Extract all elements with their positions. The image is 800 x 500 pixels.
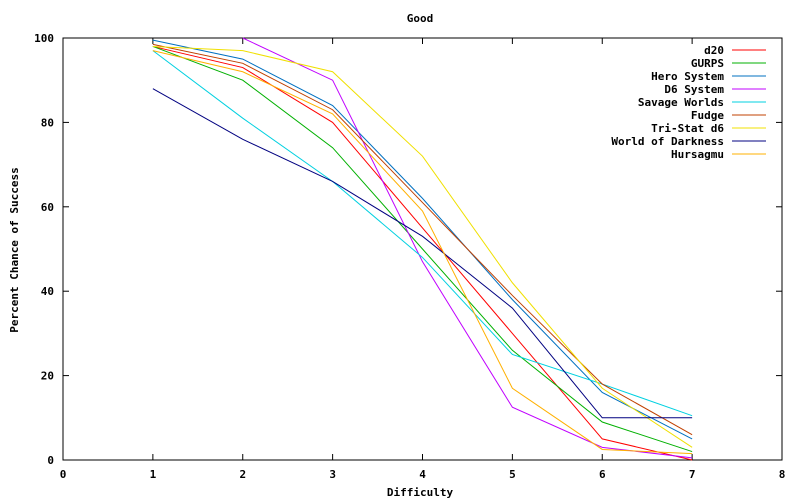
series-line-tri-stat-d6 bbox=[152, 45, 693, 448]
series-line-hursagmu bbox=[152, 50, 693, 455]
legend-label-hero-system: Hero System bbox=[651, 70, 724, 83]
chart-title: Good bbox=[407, 12, 434, 25]
series-line-d20 bbox=[152, 45, 693, 461]
x-tick-label: 3 bbox=[329, 468, 336, 481]
legend-label-gurps: GURPS bbox=[691, 57, 724, 70]
series-line-d6-system bbox=[242, 37, 693, 459]
series-lines bbox=[152, 37, 693, 461]
x-tick-label: 5 bbox=[509, 468, 516, 481]
series-line-world-of-darkness bbox=[152, 88, 693, 419]
x-tick-label: 8 bbox=[779, 468, 786, 481]
series-line-hero-system bbox=[152, 39, 693, 440]
series-line-gurps bbox=[152, 45, 693, 453]
y-tick-label: 100 bbox=[34, 32, 54, 45]
legend-label-d6-system: D6 System bbox=[664, 83, 724, 96]
legend-label-savage-worlds: Savage Worlds bbox=[638, 96, 724, 109]
x-axis-title: Difficulty bbox=[387, 486, 454, 499]
y-axis-title: Percent Chance of Success bbox=[8, 167, 21, 333]
y-tick-label: 20 bbox=[41, 370, 54, 383]
legend-label-world-of-darkness: World of Darkness bbox=[611, 135, 724, 148]
series-line-savage-worlds bbox=[152, 50, 693, 417]
x-tick-label: 1 bbox=[150, 468, 157, 481]
x-tick-label: 2 bbox=[239, 468, 246, 481]
legend-label-d20: d20 bbox=[704, 44, 724, 57]
y-tick-label: 0 bbox=[47, 454, 54, 467]
legend-label-hursagmu: Hursagmu bbox=[671, 148, 724, 161]
legend-label-fudge: Fudge bbox=[691, 109, 724, 122]
x-tick-label: 0 bbox=[60, 468, 67, 481]
x-tick-label: 7 bbox=[689, 468, 696, 481]
y-tick-label: 40 bbox=[41, 285, 54, 298]
y-tick-label: 60 bbox=[41, 201, 54, 214]
x-tick-label: 4 bbox=[419, 468, 426, 481]
y-tick-label: 80 bbox=[41, 116, 54, 129]
series-line-fudge bbox=[152, 43, 693, 436]
legend-label-tri-stat-d6: Tri-Stat d6 bbox=[651, 122, 724, 135]
x-tick-label: 6 bbox=[599, 468, 606, 481]
